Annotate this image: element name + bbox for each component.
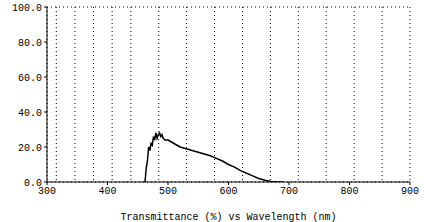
svg-text:Transmittance (%) vs Wavelengt: Transmittance (%) vs Wavelength (nm) [120, 212, 336, 222]
svg-text:900: 900 [401, 186, 416, 197]
svg-text:0.0: 0.0 [24, 178, 42, 189]
svg-text:60.0: 60.0 [18, 73, 42, 84]
svg-text:20.0: 20.0 [18, 143, 42, 154]
svg-text:800: 800 [340, 186, 358, 197]
svg-text:700: 700 [280, 186, 298, 197]
svg-text:100.0: 100.0 [12, 3, 42, 14]
svg-text:500: 500 [159, 186, 177, 197]
svg-text:40.0: 40.0 [18, 108, 42, 119]
svg-text:80.0: 80.0 [18, 38, 42, 49]
svg-text:300: 300 [38, 186, 56, 198]
svg-text:400: 400 [98, 186, 116, 197]
svg-text:600: 600 [219, 186, 237, 197]
